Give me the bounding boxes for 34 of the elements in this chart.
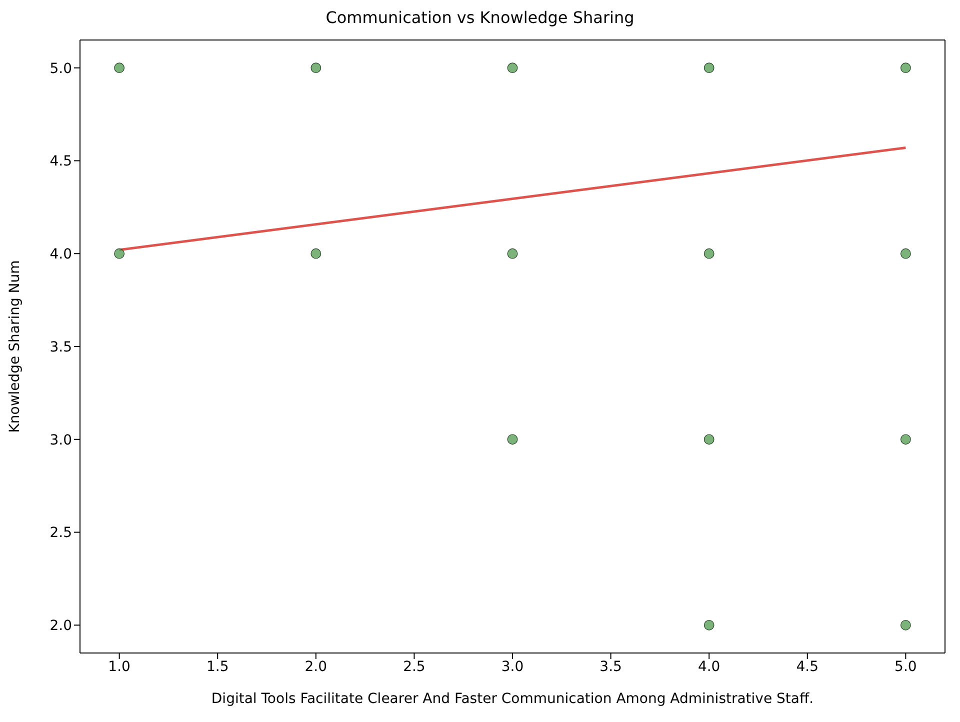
- point: [310, 62, 322, 74]
- point: [704, 434, 714, 445]
- point: [507, 248, 518, 259]
- x-tick-label: 1.0: [108, 658, 130, 675]
- x-tick-label: 2.0: [304, 658, 328, 675]
- x-tick-label: 3.5: [600, 658, 622, 675]
- point: [900, 248, 911, 259]
- y-tick-label: 4.5: [50, 154, 72, 170]
- point: [704, 62, 714, 74]
- point: [900, 62, 911, 74]
- y-tick-label: 4.0: [50, 246, 72, 263]
- y-tick-label: 3.5: [50, 339, 72, 356]
- x-tick-label: 1.5: [206, 658, 229, 675]
- point: [507, 434, 518, 445]
- y-tick-label: 3.0: [50, 432, 72, 448]
- point: [114, 62, 125, 74]
- x-tick-label: 4.0: [698, 658, 720, 675]
- point: [507, 62, 518, 74]
- point: [310, 248, 322, 259]
- y-tick-label: 2.0: [50, 618, 72, 634]
- y-tick-label: 5.0: [50, 60, 72, 77]
- x-tick-label: 4.5: [796, 658, 819, 675]
- x-tick-label: 3.0: [501, 658, 524, 675]
- point: [900, 434, 911, 445]
- x-tick-label: 2.5: [403, 658, 426, 675]
- chart-title: Communication vs Knowledge Sharing: [324, 8, 636, 27]
- y-tick-label: 2.5: [50, 525, 72, 542]
- y-axis-title: Knowledge Sharing Num: [6, 260, 23, 433]
- point: [900, 620, 911, 630]
- point: [704, 248, 714, 259]
- point: [114, 248, 125, 259]
- point: [704, 620, 714, 630]
- x-axis-title: Digital Tools Facilitate Clearer And Faster Communication Among Administrative Staff.: [211, 691, 814, 707]
- x-tick-label: 5.0: [894, 658, 917, 675]
